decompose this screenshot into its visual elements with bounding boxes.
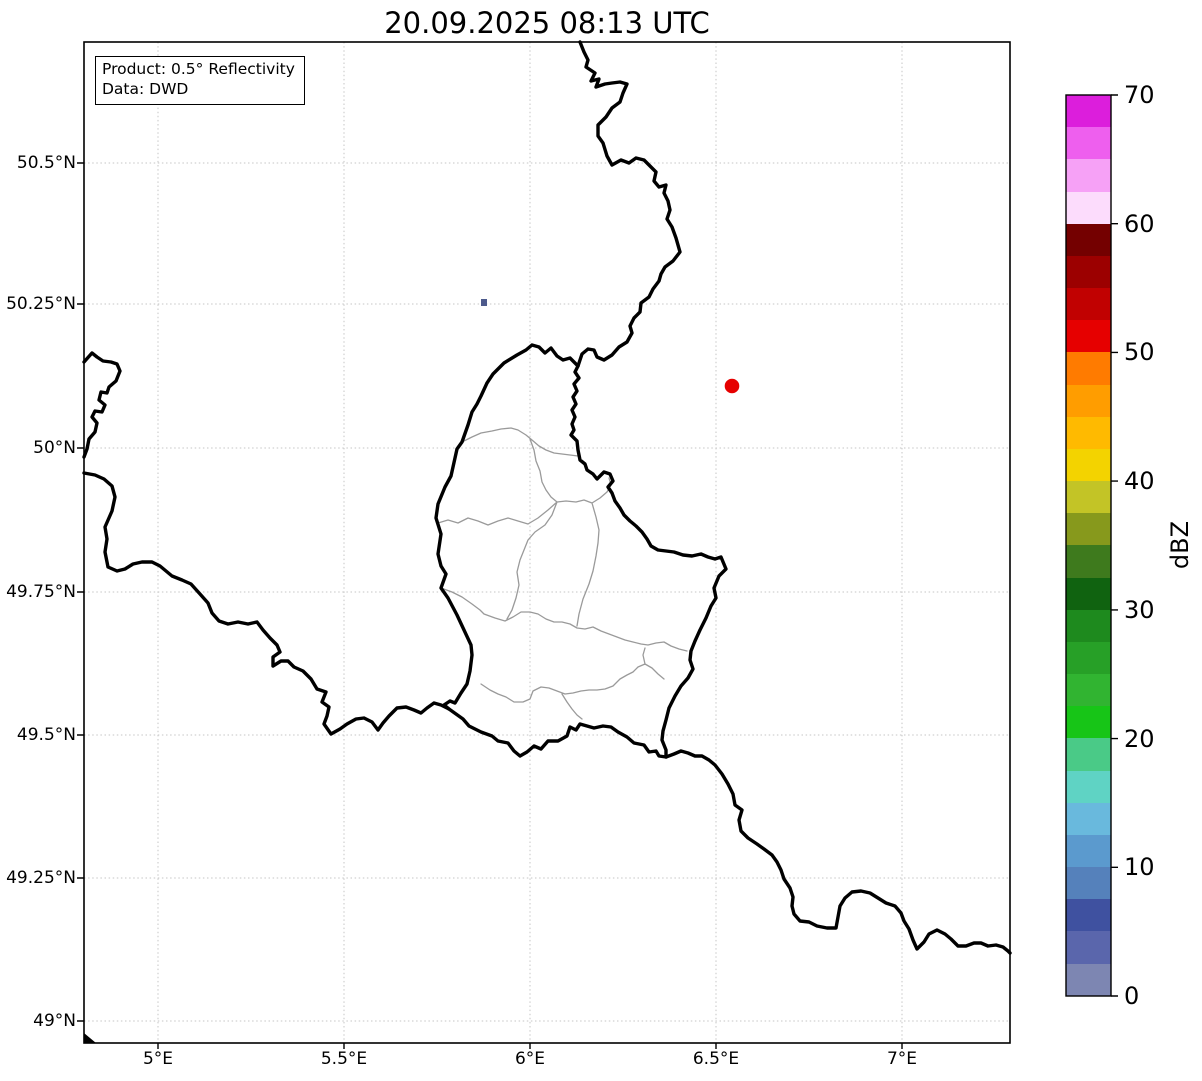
colorbar-tick-label: 20 bbox=[1124, 724, 1155, 753]
district-borders bbox=[437, 427, 688, 720]
country-border-belgium-france-loop bbox=[82, 351, 122, 459]
colorbar-segment bbox=[1066, 641, 1111, 675]
colorbar-segment bbox=[1066, 416, 1111, 449]
info-box: Product: 0.5° Reflectivity Data: DWD bbox=[95, 56, 305, 105]
colorbar-segment bbox=[1066, 255, 1111, 289]
colorbar-segment bbox=[1066, 834, 1111, 868]
plot-frame bbox=[83, 41, 1011, 1044]
y-tick-label: 49°N bbox=[33, 1011, 76, 1031]
colorbar-segment bbox=[1066, 963, 1111, 996]
colorbar-segment bbox=[1066, 577, 1111, 610]
colorbar-tick-label: 40 bbox=[1124, 467, 1155, 496]
colorbar-segment bbox=[1066, 352, 1111, 385]
country-border-france-germany bbox=[664, 749, 1012, 955]
x-tick-label: 5.5°E bbox=[320, 1049, 368, 1069]
radar-echo-pixel bbox=[481, 299, 487, 306]
colorbar-segment bbox=[1066, 770, 1111, 803]
colorbar-segment bbox=[1066, 513, 1111, 546]
colorbar-segment bbox=[1066, 674, 1111, 707]
red-marker-dot bbox=[724, 378, 740, 394]
x-tick-label: 6°E bbox=[514, 1049, 546, 1069]
colorbar-segment bbox=[1066, 127, 1111, 160]
colorbar-segment bbox=[1066, 931, 1111, 964]
y-tick-label: 49.5°N bbox=[16, 725, 76, 745]
map-gridlines bbox=[84, 42, 1010, 1043]
country-border-belgium-france bbox=[82, 471, 451, 736]
info-box-product: Product: 0.5° Reflectivity bbox=[102, 60, 295, 78]
country-border-luxembourg bbox=[434, 343, 728, 759]
x-tick-label: 7°E bbox=[886, 1049, 918, 1069]
y-tick-label: 49.25°N bbox=[6, 868, 76, 888]
colorbar-segment bbox=[1066, 481, 1111, 514]
colorbar-tick-label: 30 bbox=[1124, 595, 1155, 624]
colorbar-segment bbox=[1066, 448, 1111, 482]
colorbar-tick-label: 10 bbox=[1124, 853, 1155, 882]
colorbar-segment bbox=[1066, 609, 1111, 642]
colorbar-tick-label: 0 bbox=[1124, 982, 1140, 1010]
colorbar-segment bbox=[1066, 802, 1111, 835]
colorbar-segment bbox=[1066, 288, 1111, 321]
info-box-source: Data: DWD bbox=[102, 80, 189, 99]
border-corner-fragment bbox=[84, 1033, 96, 1043]
colorbar-segment bbox=[1066, 545, 1111, 578]
colorbar-segment bbox=[1066, 867, 1111, 900]
colorbar bbox=[1066, 95, 1111, 996]
x-tick-label: 5°E bbox=[142, 1049, 174, 1069]
colorbar-tick-marks bbox=[1111, 94, 1118, 997]
y-tick-label: 50.25°N bbox=[6, 294, 76, 314]
colorbar-unit-label: dBZ bbox=[1166, 520, 1194, 570]
colorbar-segment bbox=[1066, 320, 1111, 353]
colorbar-tick-label: 70 bbox=[1124, 81, 1155, 109]
y-tick-label: 50°N bbox=[33, 438, 76, 458]
colorbar-segment bbox=[1066, 738, 1111, 771]
colorbar-segment bbox=[1066, 384, 1111, 417]
x-tick-label: 6.5°E bbox=[692, 1049, 740, 1069]
colorbar-segment bbox=[1066, 223, 1111, 256]
country-border-belgium-germany bbox=[576, 40, 682, 368]
colorbar-segment bbox=[1066, 159, 1111, 192]
colorbar-segment bbox=[1066, 706, 1111, 739]
colorbar-outline bbox=[1065, 94, 1112, 997]
plot-title: 20.09.2025 08:13 UTC bbox=[384, 6, 710, 40]
colorbar-segment bbox=[1066, 191, 1111, 224]
colorbar-tick-label: 50 bbox=[1124, 338, 1155, 367]
colorbar-tick-label: 60 bbox=[1124, 209, 1155, 238]
y-tick-label: 50.5°N bbox=[16, 153, 76, 173]
axis-tick-marks bbox=[77, 162, 903, 1049]
y-tick-label: 49.75°N bbox=[6, 582, 76, 602]
colorbar-segment bbox=[1066, 95, 1111, 128]
colorbar-segment bbox=[1066, 899, 1111, 932]
